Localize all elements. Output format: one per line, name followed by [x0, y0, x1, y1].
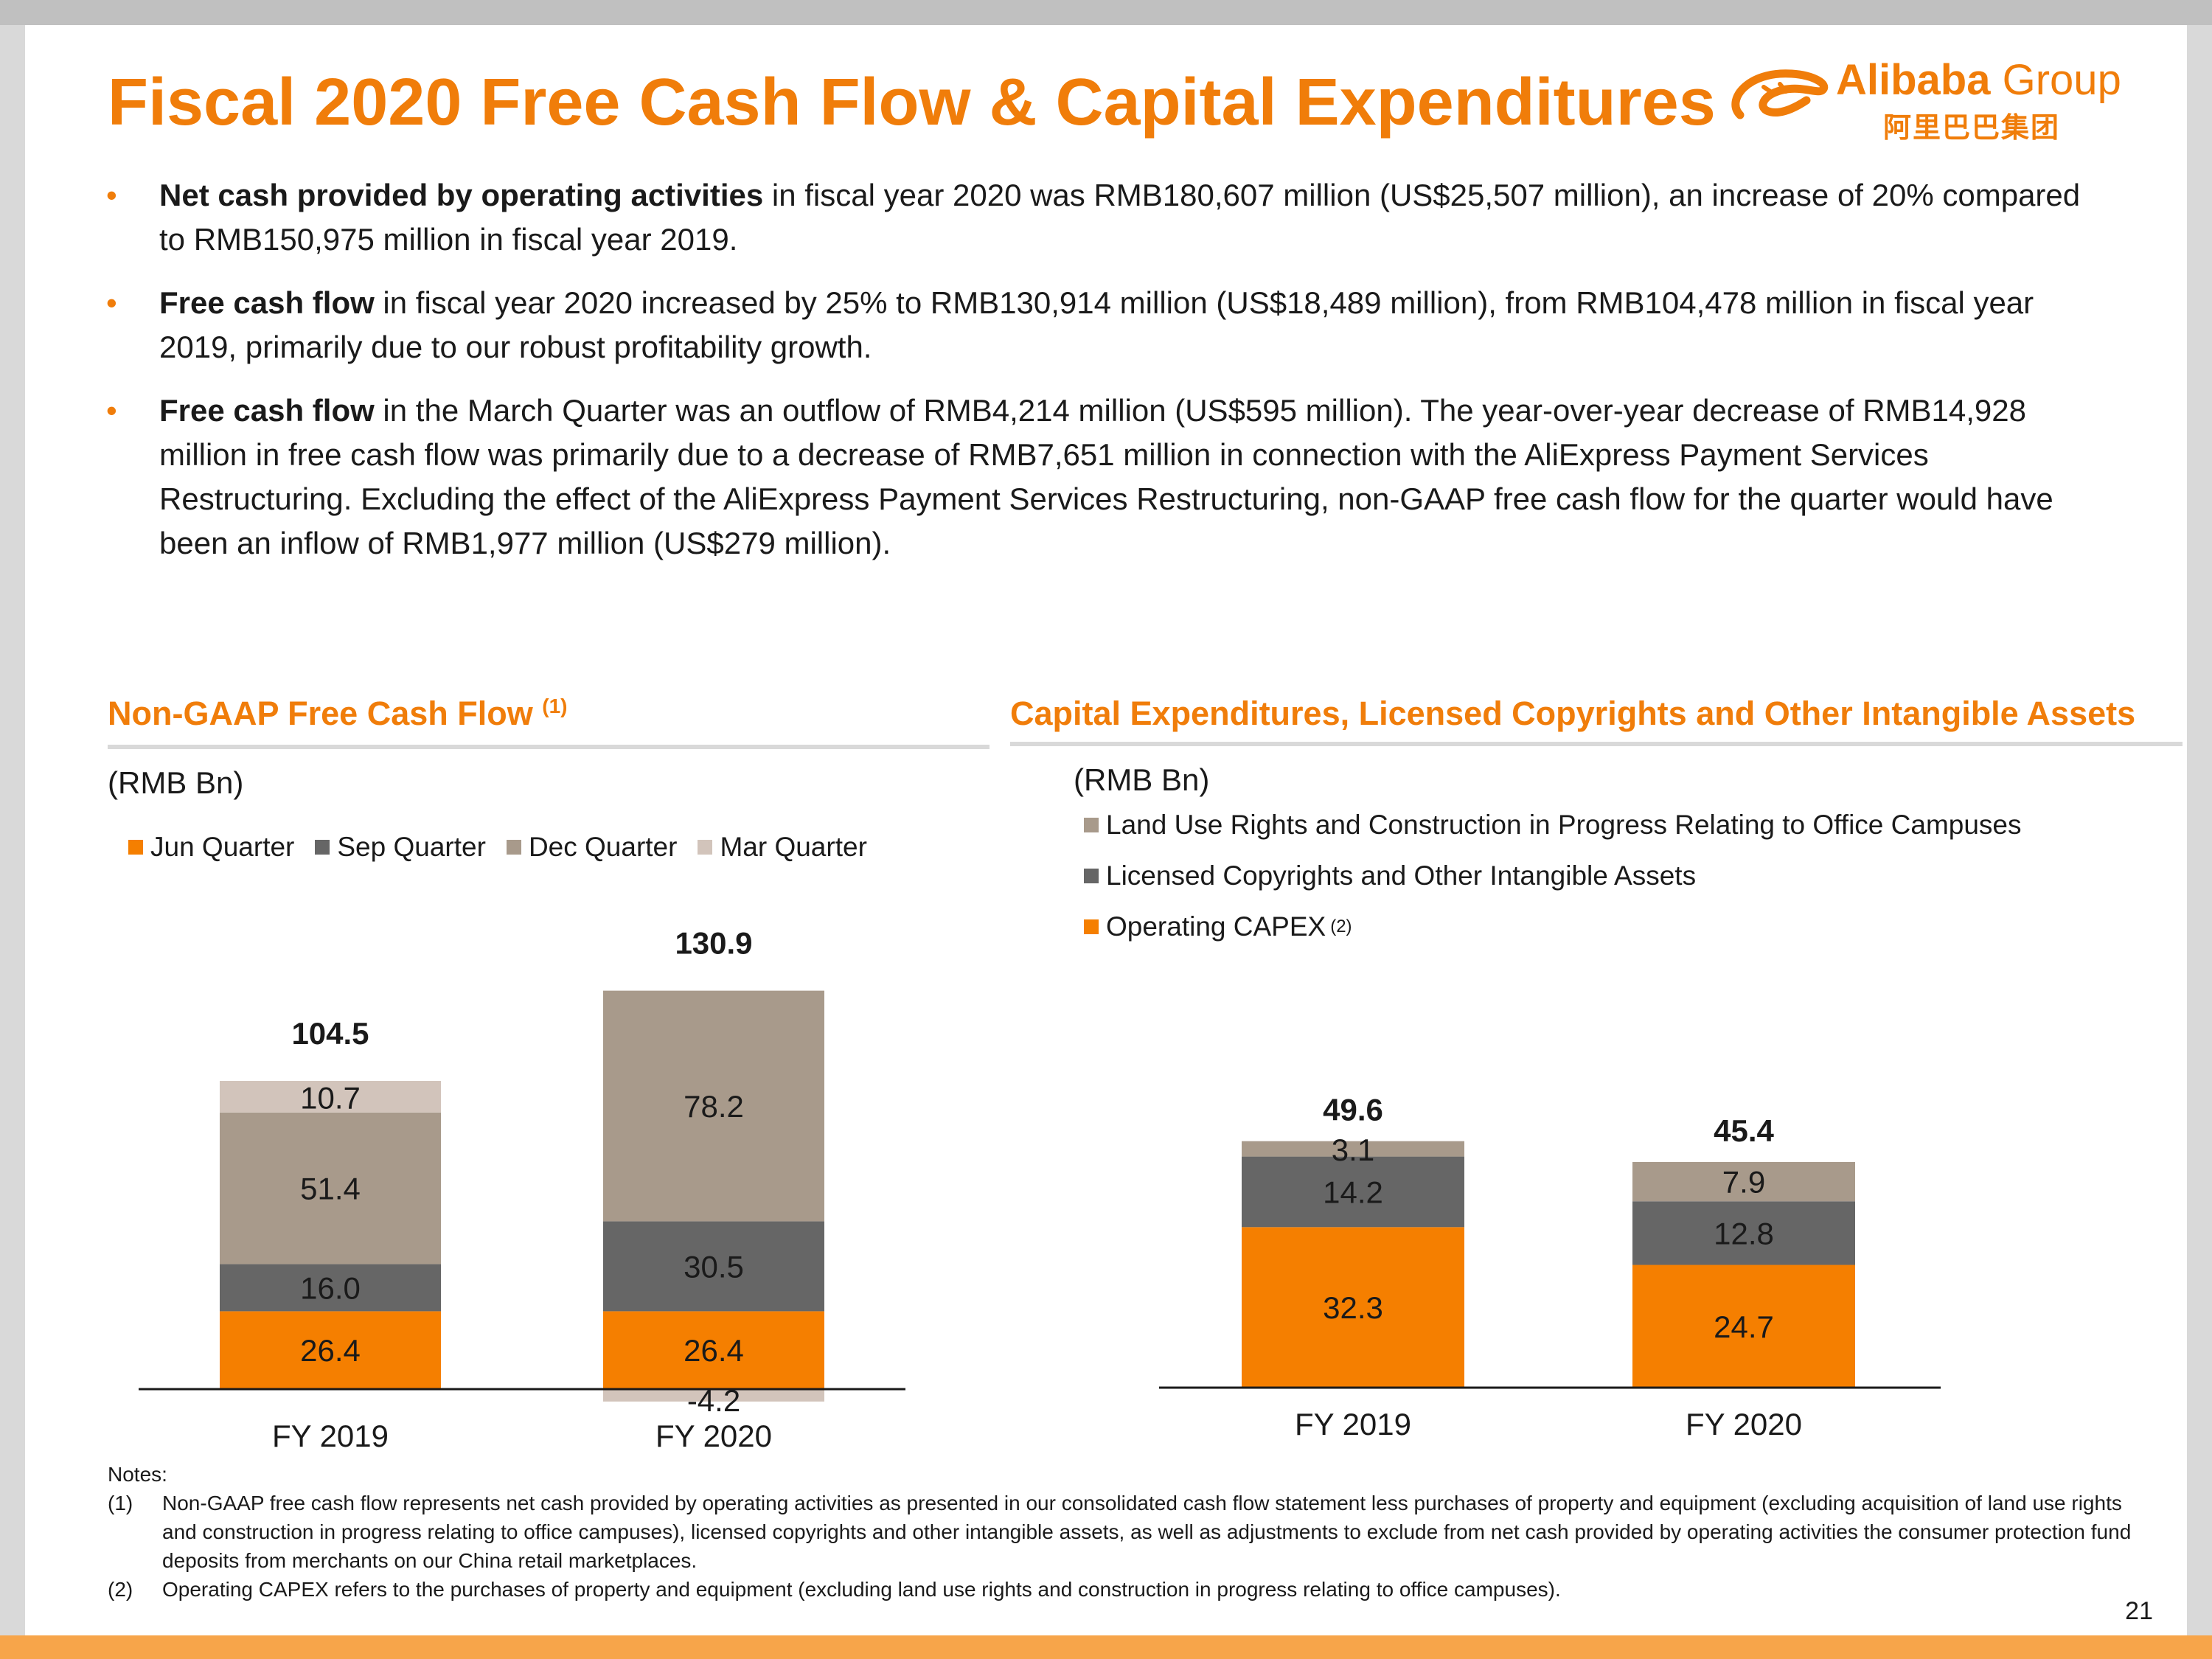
left-border	[0, 25, 25, 1635]
right-border	[2187, 25, 2212, 1635]
page-title: Fiscal 2020 Free Cash Flow & Capital Exp…	[108, 66, 1716, 139]
bullet-list: • Net cash provided by operating activiti…	[103, 173, 2109, 585]
bullet-dot: •	[106, 178, 117, 212]
bar-segment	[603, 1311, 824, 1389]
data-label: 14.2	[1323, 1175, 1383, 1209]
legend-item-mar: Mar Quarter	[698, 832, 867, 863]
data-label: 12.8	[1714, 1216, 1774, 1251]
fcf-unit: (RMB Bn)	[108, 765, 244, 800]
legend-item-jun: Jun Quarter	[128, 832, 294, 863]
bar-segment	[220, 1112, 441, 1265]
legend-item-land-use: Land Use Rights and Construction in Prog…	[1084, 799, 2022, 850]
data-label: 24.7	[1714, 1310, 1774, 1344]
notes-heading: Notes:	[108, 1463, 167, 1486]
alibaba-logo-icon	[1731, 69, 1829, 119]
bullet-dot: •	[106, 285, 117, 320]
bar-segment	[603, 1389, 824, 1402]
bottom-border	[0, 1635, 2212, 1659]
data-label: 16.0	[300, 1270, 361, 1305]
capex-legend: Land Use Rights and Construction in Prog…	[1084, 799, 2022, 952]
total-label: 130.9	[675, 926, 752, 961]
legend-swatch	[506, 840, 521, 855]
capex-section-title: Capital Expenditures, Licensed Copyright…	[1010, 695, 2136, 732]
logo-chinese: 阿里巴巴集团	[1883, 113, 2061, 144]
legend-swatch	[1084, 817, 1099, 832]
data-label: 3.1	[1332, 1133, 1374, 1167]
bar-segment	[220, 1311, 441, 1389]
bullet-item: • Free cash flow in fiscal year 2020 incr…	[103, 281, 2109, 369]
bar-segment	[603, 1221, 824, 1312]
fcf-section-title: Non-GAAP Free Cash Flow (1)	[108, 695, 568, 732]
legend-item-capex: Operating CAPEX (2)	[1084, 901, 2022, 952]
legend-swatch	[698, 840, 713, 855]
total-label: 104.5	[291, 1016, 369, 1051]
top-border	[0, 0, 2212, 25]
logo-wordmark: Alibaba Group	[1836, 56, 2121, 104]
bullet-item: • Free cash flow in the March Quarter was…	[103, 389, 2109, 566]
bullet-dot: •	[106, 393, 117, 428]
legend-swatch	[1084, 919, 1099, 934]
data-label: 10.7	[300, 1080, 361, 1115]
bar-segment	[220, 1264, 441, 1312]
bar-segment	[1242, 1227, 1464, 1388]
data-label: 30.5	[684, 1249, 744, 1284]
bar-segment	[1632, 1162, 1855, 1202]
notes: Notes: (1) Non-GAAP free cash flow repres…	[108, 1460, 2143, 1604]
fcf-legend: Jun Quarter Sep Quarter Dec Quarter Mar …	[128, 832, 888, 863]
x-tick-label: FY 2019	[1295, 1407, 1411, 1441]
alibaba-logo: Alibaba Group 阿里巴巴集团	[1725, 56, 2160, 144]
data-label: 51.4	[300, 1172, 361, 1206]
legend-swatch	[128, 840, 143, 855]
data-label: 78.2	[684, 1089, 744, 1124]
fcf-section-rule	[108, 745, 990, 749]
data-label: 32.3	[1323, 1290, 1383, 1325]
bullet-item: • Net cash provided by operating activiti…	[103, 173, 2109, 262]
page-number: 21	[2125, 1597, 2153, 1625]
bar-segment	[220, 1081, 441, 1113]
bar-segment	[1632, 1265, 1855, 1388]
x-tick-label: FY 2020	[655, 1419, 772, 1453]
legend-item-dec: Dec Quarter	[506, 832, 677, 863]
data-label: 26.4	[684, 1333, 744, 1368]
legend-item-copyrights: Licensed Copyrights and Other Intangible…	[1084, 850, 2022, 901]
bar-segment	[603, 990, 824, 1222]
legend-swatch	[315, 840, 330, 855]
note-item: (1) Non-GAAP free cash flow represents ne…	[108, 1492, 2132, 1572]
total-label: 45.4	[1714, 1113, 1774, 1148]
capex-section-rule	[1010, 742, 2183, 746]
data-label: 26.4	[300, 1333, 361, 1368]
x-tick-label: FY 2020	[1686, 1407, 1802, 1441]
legend-swatch	[1084, 868, 1099, 883]
data-label: 7.9	[1722, 1165, 1765, 1200]
total-label: 49.6	[1323, 1093, 1383, 1127]
x-tick-label: FY 2019	[272, 1419, 389, 1453]
bar-segment	[1242, 1156, 1464, 1228]
legend-item-sep: Sep Quarter	[315, 832, 486, 863]
bar-segment	[1242, 1141, 1464, 1157]
capex-unit: (RMB Bn)	[1074, 762, 1210, 797]
bar-segment	[1632, 1201, 1855, 1265]
note-item: (2) Operating CAPEX refers to the purchas…	[108, 1578, 1561, 1601]
